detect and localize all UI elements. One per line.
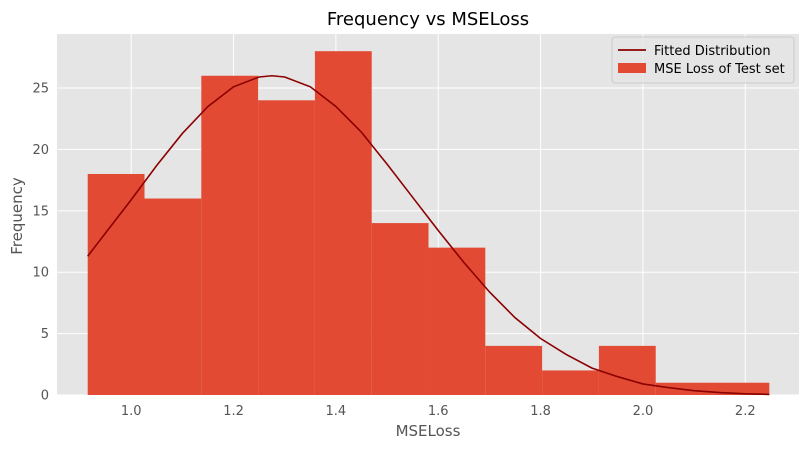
y-tick-label: 20 [32, 143, 49, 158]
x-tick-label: 2.2 [735, 404, 756, 419]
histogram-bar [87, 173, 145, 395]
histogram-bar [428, 247, 486, 395]
x-tick-label: 1.6 [428, 404, 449, 419]
x-axis-label: MSELoss [396, 422, 461, 440]
y-tick-label: 10 [32, 266, 49, 281]
histogram-bar [201, 75, 259, 396]
fitted-distribution-line [87, 74, 770, 396]
histogram-bar [712, 382, 770, 395]
x-tick-label: 1.8 [530, 404, 551, 419]
chart-title: Frequency vs MSELoss [327, 9, 529, 30]
x-tick-label: 2.0 [633, 404, 654, 419]
histogram-bar [371, 223, 429, 395]
y-tick-labels: 0 5 10 15 20 25 [32, 82, 49, 404]
y-tick-label: 15 [32, 204, 49, 219]
histogram-bar [485, 345, 543, 395]
x-tick-label: 1.2 [223, 404, 244, 419]
histogram-bars [87, 51, 770, 396]
x-tick-label: 1.0 [121, 404, 142, 419]
x-tick-labels: 1.0 1.2 1.4 1.6 1.8 2.0 2.2 [121, 404, 756, 419]
legend-patch-swatch [618, 63, 646, 73]
legend-box [611, 36, 795, 84]
histogram-bar [598, 345, 656, 395]
histogram-bar [542, 370, 599, 395]
legend-label-fitted-distribution: Fitted Distribution [654, 44, 771, 59]
legend: Fitted Distribution MSE Loss of Test set [611, 36, 795, 84]
fitted-line-layer [87, 74, 770, 396]
legend-label-mse-loss: MSE Loss of Test set [654, 62, 785, 77]
x-tick-label: 1.4 [326, 404, 347, 419]
y-tick-label: 5 [41, 327, 49, 342]
y-tick-label: 0 [41, 389, 49, 404]
histogram-bar [314, 51, 372, 395]
histogram-bar [144, 198, 202, 395]
histogram-bar [258, 100, 315, 395]
y-axis-label: Frequency [8, 177, 26, 255]
y-tick-label: 25 [32, 82, 49, 97]
